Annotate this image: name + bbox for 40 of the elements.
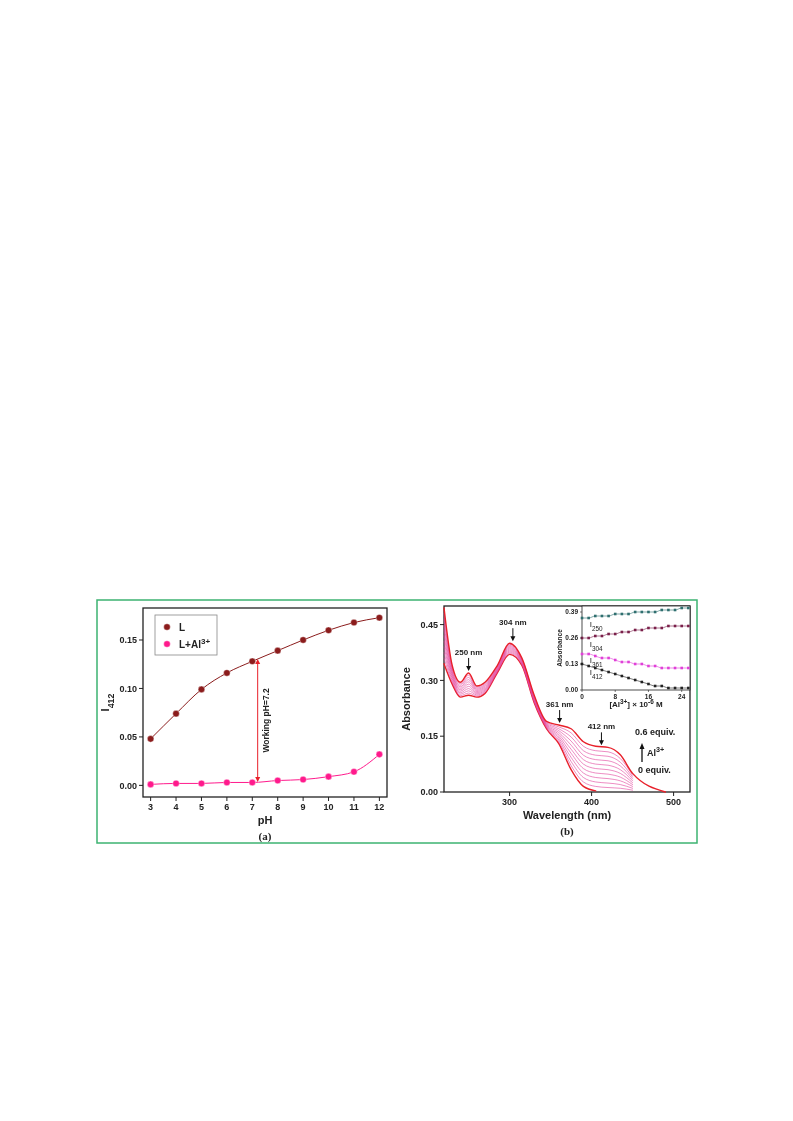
x-tick-label: 8 xyxy=(275,802,281,812)
annotation: 304 nm xyxy=(499,618,527,628)
y-axis-title: Absorbance xyxy=(400,667,412,731)
x-tick-label: 5 xyxy=(198,802,204,812)
y-tick-label: 0.15 xyxy=(119,635,137,646)
annotation: Working pH=7.2 xyxy=(260,688,271,753)
x-tick-label: 9 xyxy=(300,802,306,812)
x-tick-label: 6 xyxy=(224,802,230,812)
annotation: Al$^{3+}$ xyxy=(647,744,665,758)
x-tick-label: 500 xyxy=(666,797,682,807)
text: (a) xyxy=(258,829,272,843)
y-tick-label: 0.10 xyxy=(119,683,137,694)
x-tick-label: 300 xyxy=(502,797,518,807)
y-tick-label: 0.30 xyxy=(420,675,438,686)
legend-label: L xyxy=(179,621,186,633)
x-tick-label: 7 xyxy=(249,802,255,812)
x-tick-label: 12 xyxy=(374,802,385,812)
annotation: 250 nm xyxy=(454,647,483,657)
annotation: 361 nm xyxy=(545,700,574,710)
x-tick-label: 4 xyxy=(173,802,179,812)
x-axis-title: pH xyxy=(257,814,273,827)
x-tick-label: 11 xyxy=(349,802,359,812)
series-label: I$_{361}$ xyxy=(589,656,603,668)
series-label: I$_{250}$ xyxy=(589,620,603,632)
y-tick-label: 0.00 xyxy=(119,780,137,791)
y-tick-label: 0.05 xyxy=(119,732,137,743)
x-tick-label: 3 xyxy=(148,802,154,812)
text: (b) xyxy=(560,824,575,838)
x-tick-label: 400 xyxy=(584,797,600,807)
x-axis-title: Wavelength (nm) xyxy=(522,809,612,822)
legend-label: L+Al$^{3+}$ xyxy=(179,636,211,650)
annotation: 412 nm xyxy=(587,722,616,732)
x-tick-label: 10 xyxy=(323,802,334,812)
y-tick-label: 0.15 xyxy=(420,731,438,742)
y-tick-label: 0.45 xyxy=(420,619,438,630)
annotation: 0.6 equiv. xyxy=(635,727,676,737)
series-label: I$_{304}$ xyxy=(589,640,603,652)
annotation: 0 equiv. xyxy=(638,765,671,775)
series-label: I$_{412}$ xyxy=(589,668,603,680)
y-tick-label: 0.00 xyxy=(420,787,438,798)
